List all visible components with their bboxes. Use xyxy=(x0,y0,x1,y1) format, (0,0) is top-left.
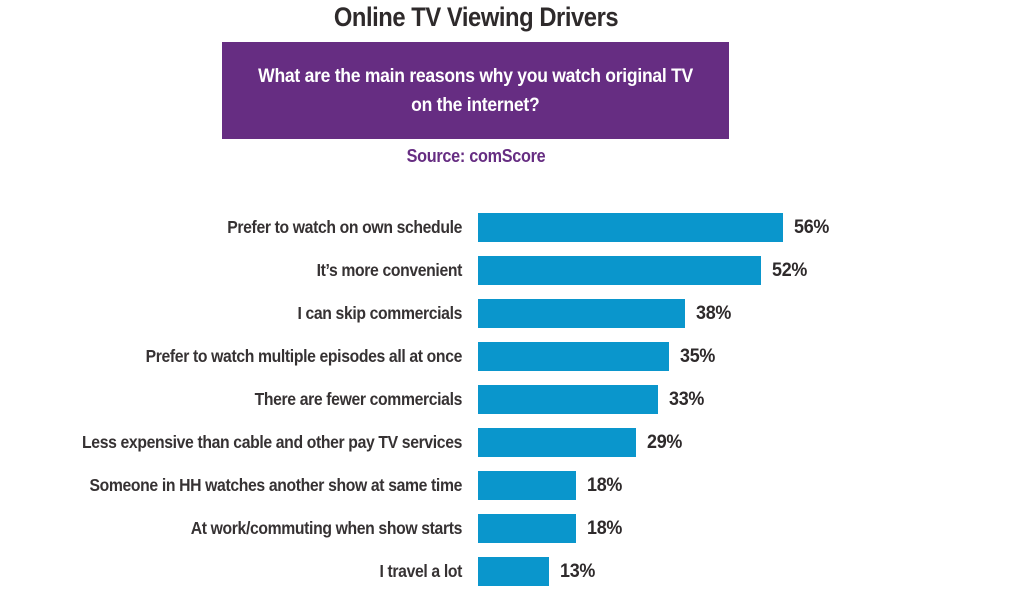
value-label: 18% xyxy=(587,474,623,496)
category-label: I can skip commercials xyxy=(297,303,462,323)
bar xyxy=(478,557,549,586)
value-label: 13% xyxy=(560,560,596,582)
value-label: 52% xyxy=(772,259,808,281)
category-label: Prefer to watch on own schedule xyxy=(227,217,462,237)
value-label: 38% xyxy=(696,302,732,324)
chart-row: At work/commuting when show starts 18% xyxy=(0,514,1016,543)
chart-row: Prefer to watch multiple episodes all at… xyxy=(0,342,1016,371)
bar xyxy=(478,385,658,414)
chart-row: It’s more convenient 52% xyxy=(0,256,1016,285)
chart-row: Someone in HH watches another show at sa… xyxy=(0,471,1016,500)
value-label: 18% xyxy=(587,517,623,539)
value-label: 29% xyxy=(647,431,683,453)
bar xyxy=(478,256,761,285)
question-line-2: on the internet? xyxy=(411,93,540,116)
value-label: 56% xyxy=(794,216,830,238)
chart-row: I can skip commercials 38% xyxy=(0,299,1016,328)
question-banner: What are the main reasons why you watch … xyxy=(222,42,729,139)
category-label: I travel a lot xyxy=(379,561,462,581)
chart-row: Less expensive than cable and other pay … xyxy=(0,428,1016,457)
chart-title: Online TV Viewing Drivers xyxy=(333,2,619,32)
chart-row: Prefer to watch on own schedule 56% xyxy=(0,213,1016,242)
bar xyxy=(478,428,636,457)
bar xyxy=(478,213,783,242)
question-line-1: What are the main reasons why you watch … xyxy=(258,64,693,87)
category-label: There are fewer commercials xyxy=(254,389,463,409)
bar xyxy=(478,514,576,543)
category-label: It’s more convenient xyxy=(316,260,463,280)
bar xyxy=(478,342,669,371)
chart-row: I travel a lot 13% xyxy=(0,557,1016,586)
value-label: 35% xyxy=(680,345,716,367)
value-label: 33% xyxy=(669,388,705,410)
category-label: At work/commuting when show starts xyxy=(190,518,463,538)
category-label: Less expensive than cable and other pay … xyxy=(82,432,462,452)
source-label: Source: comScore xyxy=(406,146,546,166)
category-label: Someone in HH watches another show at sa… xyxy=(89,475,462,495)
bar xyxy=(478,471,576,500)
category-label: Prefer to watch multiple episodes all at… xyxy=(145,346,463,366)
bar xyxy=(478,299,685,328)
chart-row: There are fewer commercials 33% xyxy=(0,385,1016,414)
